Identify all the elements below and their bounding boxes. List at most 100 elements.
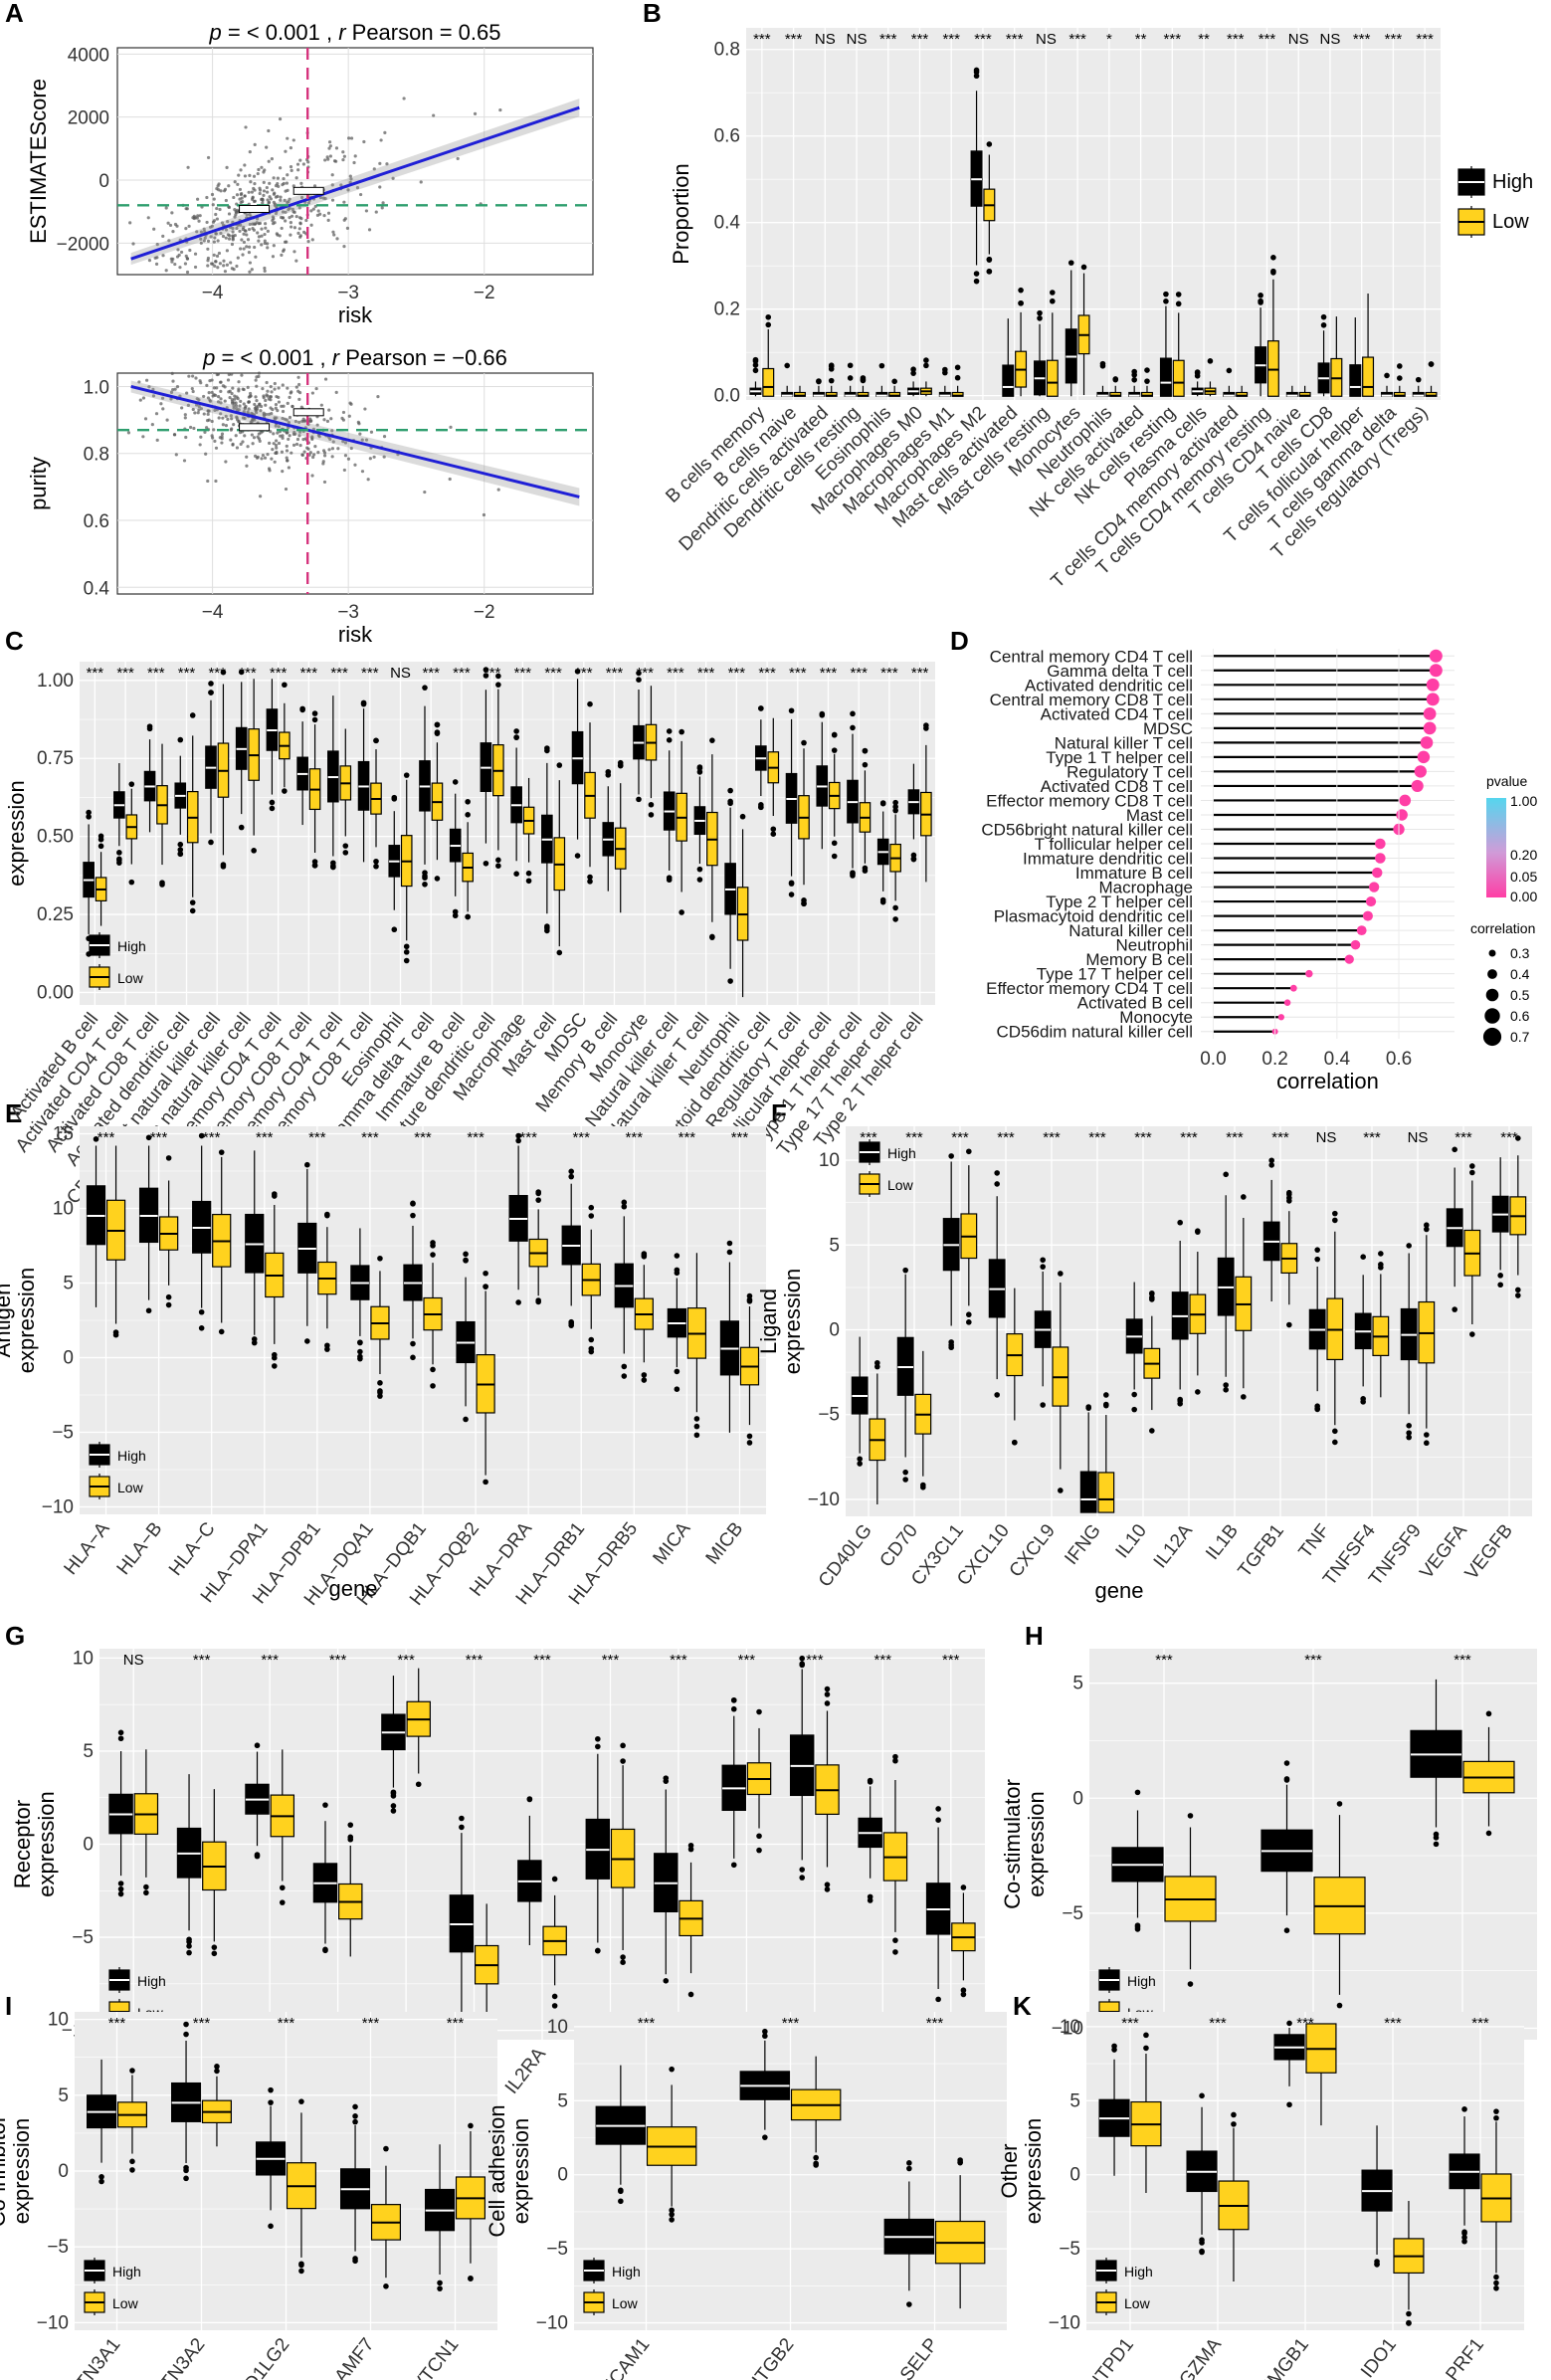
scatter-point [165,418,169,422]
significance-label: ** [1198,31,1210,48]
scatter-point [276,431,280,435]
scatter-point [278,117,283,121]
scatter-point [159,402,163,406]
scatter-point [224,423,229,428]
outlier-point [304,1161,310,1168]
outlier-point [1485,1710,1492,1717]
scatter-point [186,165,190,169]
scatter-point [250,268,254,272]
x-tick-label: PRF1 [1442,2334,1487,2380]
outlier-point [902,1469,908,1476]
scatter-point [352,160,356,165]
outlier-point [756,1708,762,1715]
outlier-point [1384,372,1390,379]
scatter-point [258,495,263,498]
outlier-point [892,904,898,911]
x-tick-label: IL10 [1112,1520,1151,1562]
outlier-point [618,2188,624,2195]
x-tick-label: ENTPD1 [1075,2334,1138,2380]
outlier-point [271,1354,278,1361]
scatter-point [256,231,260,235]
scatter-point [206,412,210,416]
scatter-point [282,248,287,252]
scatter-point [245,233,249,237]
outlier-point [1283,1760,1290,1766]
outlier-point [322,1946,328,1953]
scatter-point [282,176,286,181]
scatter-point [220,221,225,225]
y-tick-label: −10 [1052,2018,1083,2039]
outlier-point [1268,1157,1274,1164]
scatter-point [402,97,406,100]
outlier-point [687,1842,694,1849]
outlier-point [966,1319,972,1325]
outlier-point [727,978,733,984]
x-tick-label: 0.2 [1261,1049,1287,1070]
scatter-point [222,259,226,263]
significance-label: *** [697,665,715,682]
outlier-point [468,2122,474,2129]
scatter-point [234,209,238,214]
outlier-point [663,1978,670,1984]
scatter-point [280,226,284,231]
scatter-point [326,211,331,215]
outlier-point [1360,1254,1366,1260]
scatter-point [346,188,350,192]
outlier-point [1241,1194,1247,1200]
scatter-point [378,185,382,189]
outlier-point [282,682,288,689]
outlier-point [973,278,980,285]
scatter-point [288,415,292,420]
scatter-point [218,207,222,212]
significance-label: *** [670,1652,687,1669]
outlier-point [403,772,410,778]
legend-label-high: High [612,2264,641,2280]
scatter-point [221,416,225,420]
significance-label: *** [300,665,318,682]
outlier-point [177,841,184,848]
scatter-point [286,136,290,140]
scatter-point [197,408,201,412]
legend-size-label: 0.5 [1510,987,1530,1003]
outlier-point [463,1416,469,1423]
outlier-point [183,2021,189,2028]
outlier-point [357,1339,363,1346]
scatter-point [245,464,249,468]
scatter-point [141,435,145,439]
outlier-point [97,836,104,843]
scatter-point [231,238,235,242]
outlier-point [1515,1292,1521,1298]
y-axis-title: purity [26,457,51,510]
scatter-point [247,407,251,411]
outlier-point [954,364,961,371]
x-tick-label: PDCD1LG2 [216,2334,293,2380]
scatter-point [321,462,325,466]
scatter-point [273,191,277,195]
scatter-point [237,420,241,424]
scatter-point [211,203,215,207]
scatter-point [257,167,261,172]
outlier-point [1515,1135,1521,1141]
scatter-point [266,452,270,457]
significance-label: NS [123,1652,144,1669]
regression-line [130,105,580,261]
outlier-point [1314,1256,1320,1263]
outlier-point [879,898,886,905]
outlier-point [799,1875,806,1881]
scatter-point [215,206,219,211]
x-tick-label: SELP [896,2334,942,2380]
outlier-point [816,378,822,384]
scatter-point [290,390,293,394]
significance-label: *** [422,665,440,682]
scatter-point [258,402,262,407]
scatter-point [243,407,247,411]
outlier-point [1397,363,1403,369]
scatter-point [296,231,300,235]
scatter-point [128,221,132,225]
outlier-point [1332,1428,1338,1435]
outlier-point [687,1846,694,1853]
outlier-point [1360,1396,1366,1402]
legend-tick-label: 1.00 [1510,793,1537,809]
scatter-point [230,372,234,376]
outlier-point [1058,1271,1064,1277]
